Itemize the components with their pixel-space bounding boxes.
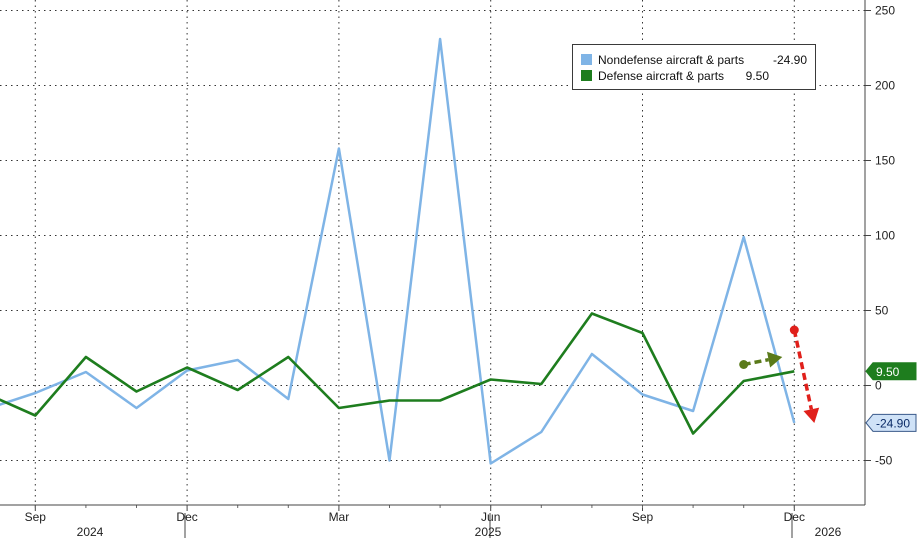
series-line-defense [0, 312, 795, 435]
legend-label-nondefense: Nondefense aircraft & parts [598, 53, 745, 67]
year-label: 2024 [77, 525, 104, 538]
nondefense-value-tag-label: -24.90 [876, 416, 910, 430]
legend: Nondefense aircraft & parts -24.90 Defen… [572, 44, 816, 90]
y-tick-label: 50 [875, 304, 889, 318]
y-tick-label: -50 [875, 454, 893, 468]
defense-value-tag-label: 9.50 [876, 365, 900, 379]
legend-swatch-defense [581, 70, 592, 81]
legend-swatch-nondefense [581, 54, 592, 65]
axes: -50 0 50 100 150 200 250 Sep Dec Mar Jun Sep Dec 2024… [0, 0, 895, 538]
y-tick-label: 0 [875, 379, 882, 393]
green-arrow-head [767, 351, 783, 368]
red-arrow-head [803, 407, 820, 423]
x-tick-label: Jun [481, 510, 500, 524]
x-tick-label: Mar [329, 510, 350, 524]
year-label: 2026 [815, 525, 842, 538]
y-tick-label: 250 [875, 4, 895, 18]
x-tick-label: Sep [632, 510, 654, 524]
nondefense-value-tag [865, 413, 917, 432]
y-tick-label: 200 [875, 79, 895, 93]
y-tick-label: 150 [875, 154, 895, 168]
x-tick-label: Dec [784, 510, 805, 524]
series-line-nondefense [0, 37, 796, 465]
x-tick-label: Sep [25, 510, 47, 524]
annotations [739, 325, 820, 423]
value-labels: 9.50 -24.90 [865, 362, 917, 432]
defense-value-tag [865, 362, 917, 381]
x-tick-label: Dec [176, 510, 197, 524]
y-tick-label: 100 [875, 229, 895, 243]
legend-value-defense: 9.50 [745, 69, 769, 83]
series-lines [0, 37, 796, 465]
year-label: 2025 [475, 525, 502, 538]
legend-value-nondefense: -24.90 [772, 53, 807, 67]
red-arrow-shaft [792, 329, 814, 410]
green-arrow-shaft [743, 357, 769, 367]
legend-label-defense: Defense aircraft & parts [598, 69, 725, 83]
